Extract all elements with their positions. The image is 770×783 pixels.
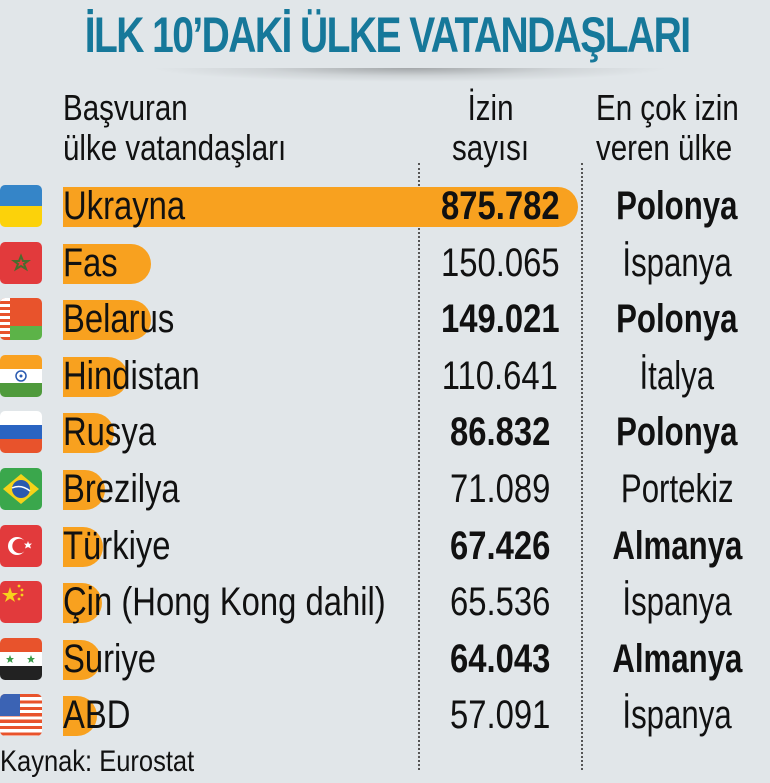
morocco-flag-icon [0,241,42,284]
value-bar [63,413,114,454]
value-bar [63,526,103,567]
permit-count: 875.782 [420,181,580,231]
country-name: Ukrayna [63,184,186,228]
top-issuing-country: İspanya [584,577,770,627]
table-row: Belarus 149.021 Polonya [0,292,770,348]
header-country: Başvuran ülke vatandaşları [63,88,286,168]
brazil-flag-icon [0,468,42,510]
permit-count-text: 149.021 [440,297,560,342]
top-issuing-country: Portekiz [584,464,770,514]
table-row: Suriye 64.043 Almanya [0,632,770,688]
value-bar [63,187,578,227]
value-bar [63,470,105,510]
header-country-line1: Başvuran [63,87,188,128]
header-top-country: En çok izin veren ülke [596,88,739,168]
top-issuing-country-text: Almanya [611,523,743,568]
permit-count: 65.536 [420,577,580,627]
permit-count: 86.832 [420,407,580,457]
chart-title: İLK 10’DAKİ ÜLKE VATANDAŞLARI [84,7,691,63]
top-issuing-country: Almanya [584,521,770,571]
country-name: Çin (Hong Kong dahil) [63,580,386,625]
top-issuing-country-text: İspanya [622,580,732,625]
permit-count-text: 65.536 [449,580,551,625]
header-count-line2: sayısı [452,127,530,168]
country-name: Fas [63,240,118,285]
top-issuing-country-text: İtalya [639,353,715,398]
top-issuing-country-text: Polonya [616,297,738,342]
header-count-line1: İzin [467,87,514,128]
top-issuing-country: Polonya [584,294,770,344]
permit-count-text: 64.043 [449,636,551,681]
permit-count-text: 57.091 [449,693,551,738]
permit-count: 67.426 [420,521,580,571]
table-row: Brezilya 71.089 Portekiz [0,462,770,518]
column-divider [418,163,420,770]
header-top-line1: En çok izin [596,87,739,128]
country-name: Belarus [63,297,175,342]
top-issuing-country-text: İspanya [622,693,732,738]
table-row: Rusya 86.832 Polonya [0,405,770,461]
syria-flag-icon [0,637,42,680]
table-row: Çin (Hong Kong dahil) 65.536 İspanya [0,575,770,631]
value-bar [63,243,151,284]
value-bar [63,639,101,680]
top-issuing-country-text: Polonya [616,184,738,228]
top-issuing-country: Polonya [584,181,770,231]
permit-count: 71.089 [420,464,580,514]
column-divider [581,163,583,770]
top-issuing-country-text: Almanya [611,636,743,681]
top-issuing-country-text: İspanya [622,240,732,285]
permit-count: 110.641 [420,351,580,401]
table-row: Hindistan 110.641 İtalya [0,349,770,405]
china-flag-icon [0,581,42,624]
table-row: ABD 57.091 İspanya [0,688,770,744]
permit-count-text: 110.641 [441,353,559,398]
top-issuing-country: İspanya [584,238,770,288]
usa-flag-icon [0,694,42,737]
top-issuing-country: Almanya [584,634,770,684]
top-issuing-country-text: Polonya [616,410,738,455]
permit-count-text: 150.065 [440,240,560,285]
india-flag-icon [0,354,42,397]
table-row: Türkiye 67.426 Almanya [0,519,770,575]
permit-count-text: 86.832 [449,410,551,455]
value-bar [63,356,128,397]
permit-count: 150.065 [420,238,580,288]
country-name: Suriye [63,636,156,681]
country-name: Türkiye [63,523,171,568]
belarus-flag-icon [0,298,42,341]
russia-flag-icon [0,411,42,454]
value-bar [63,583,102,624]
value-bar [63,696,97,737]
header-top-line2: veren ülke [596,127,733,168]
permit-count-text: 71.089 [449,467,551,511]
country-name: Rusya [63,410,156,455]
country-name: Brezilya [63,467,180,511]
top-issuing-country: İtalya [584,351,770,401]
turkey-flag-icon [0,524,42,567]
permit-count: 64.043 [420,634,580,684]
header-count: İzin sayısı [452,88,529,168]
country-name: Hindistan [63,353,200,398]
permit-count: 149.021 [420,294,580,344]
table-row: Fas 150.065 İspanya [0,236,770,292]
permit-count-text: 875.782 [440,184,560,228]
permit-count: 57.091 [420,690,580,740]
top-issuing-country: Polonya [584,407,770,457]
table-row: Ukrayna 875.782 Polonya [0,179,770,235]
country-name: ABD [63,693,131,738]
top-issuing-country: İspanya [584,690,770,740]
ukraine-flag-icon [0,185,42,227]
value-bar [63,300,151,341]
header-country-line2: ülke vatandaşları [63,127,287,168]
source-note: Kaynak: Eurostat [0,745,195,778]
permit-count-text: 67.426 [449,523,551,568]
title-shadow [150,68,670,82]
top-issuing-country-text: Portekiz [620,467,734,511]
